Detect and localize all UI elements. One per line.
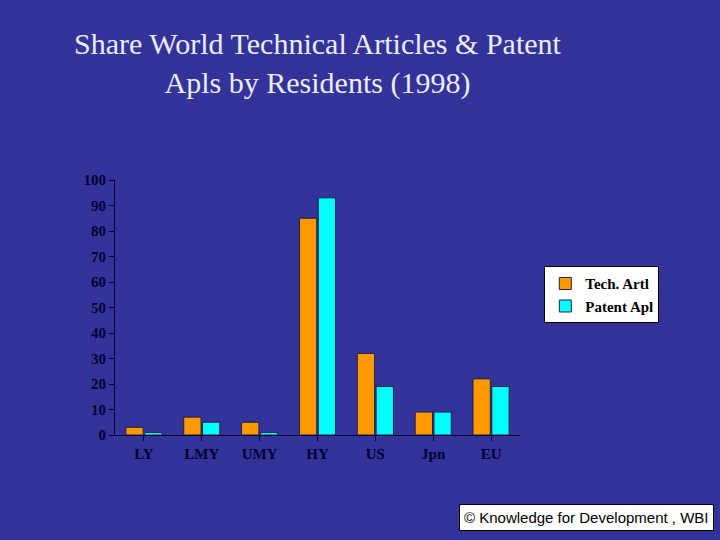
svg-text:60: 60 xyxy=(91,274,106,290)
svg-text:US: US xyxy=(366,446,385,462)
svg-text:Share World Technical Articles: Share World Technical Articles & PatentA… xyxy=(74,27,561,100)
svg-text:© Knowledge for Development ,: © Knowledge for Development , WBI xyxy=(464,509,709,526)
svg-text:LY: LY xyxy=(134,446,154,462)
svg-text:EU: EU xyxy=(481,446,502,462)
svg-text:UMY: UMY xyxy=(242,446,278,462)
svg-text:20: 20 xyxy=(91,376,106,392)
svg-text:LMY: LMY xyxy=(184,446,219,462)
svg-text:100: 100 xyxy=(84,172,107,188)
svg-text:10: 10 xyxy=(91,402,106,418)
svg-text:50: 50 xyxy=(91,300,106,316)
svg-text:0: 0 xyxy=(99,427,107,443)
svg-text:80: 80 xyxy=(91,223,106,239)
svg-text:70: 70 xyxy=(91,249,106,265)
svg-text:Patent Apl: Patent Apl xyxy=(585,299,653,315)
svg-text:40: 40 xyxy=(91,325,106,341)
svg-text:30: 30 xyxy=(91,351,106,367)
svg-text:Tech. Artl: Tech. Artl xyxy=(585,276,649,292)
svg-text:Jpn: Jpn xyxy=(421,446,446,462)
svg-text:HY: HY xyxy=(306,446,329,462)
svg-text:90: 90 xyxy=(91,198,106,214)
